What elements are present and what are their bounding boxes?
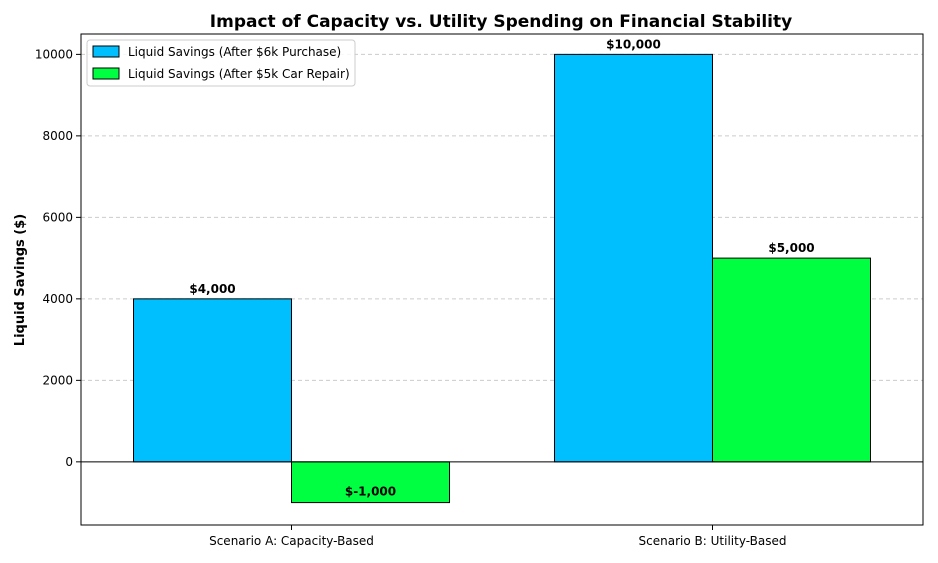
bar-s2-c1	[291, 461, 450, 504]
bar-s2-c2	[712, 257, 871, 463]
y-tick-label-3: 6000	[42, 210, 73, 224]
y-tick-label-2: 4000	[42, 292, 73, 306]
y-tick-label-0: 0	[65, 455, 73, 469]
y-tick-label-4: 8000	[42, 129, 73, 143]
y-axis-ticks: 0 2000 4000 6000 8000 10000	[35, 47, 81, 469]
bars	[133, 53, 871, 504]
bar-label-s1-c1: $4,000	[189, 282, 235, 296]
bar-s1-c2	[554, 53, 713, 463]
plot-area-frame	[80, 33, 924, 526]
y-tick-label-1: 2000	[42, 373, 73, 387]
legend: Liquid Savings (After $6k Purchase) Liqu…	[86, 39, 356, 87]
bar-s1-c1	[133, 298, 292, 463]
legend-label-series-2: Liquid Savings (After $5k Car Repair)	[128, 67, 350, 81]
x-axis-ticks: Scenario A: Capacity-Based Scenario B: Ut…	[209, 525, 786, 548]
chart-title: Impact of Capacity vs. Utility Spending …	[210, 12, 792, 32]
y-axis-label: Liquid Savings ($)	[13, 214, 28, 346]
y-tick-label-5: 10000	[35, 47, 73, 61]
x-tick-label-1: Scenario B: Utility-Based	[639, 534, 787, 548]
legend-swatch-series-1	[92, 45, 120, 58]
legend-swatch-series-2	[92, 67, 120, 80]
x-tick-label-0: Scenario A: Capacity-Based	[209, 534, 374, 548]
legend-label-series-1: Liquid Savings (After $6k Purchase)	[128, 45, 341, 59]
bar-label-s1-c2: $10,000	[606, 37, 661, 51]
bar-label-s2-c1: $-1,000	[345, 485, 396, 499]
bar-label-s2-c2: $5,000	[768, 241, 814, 255]
bar-value-labels: $4,000 $-1,000 $10,000 $5,000	[189, 37, 814, 498]
legend-box	[86, 39, 356, 87]
